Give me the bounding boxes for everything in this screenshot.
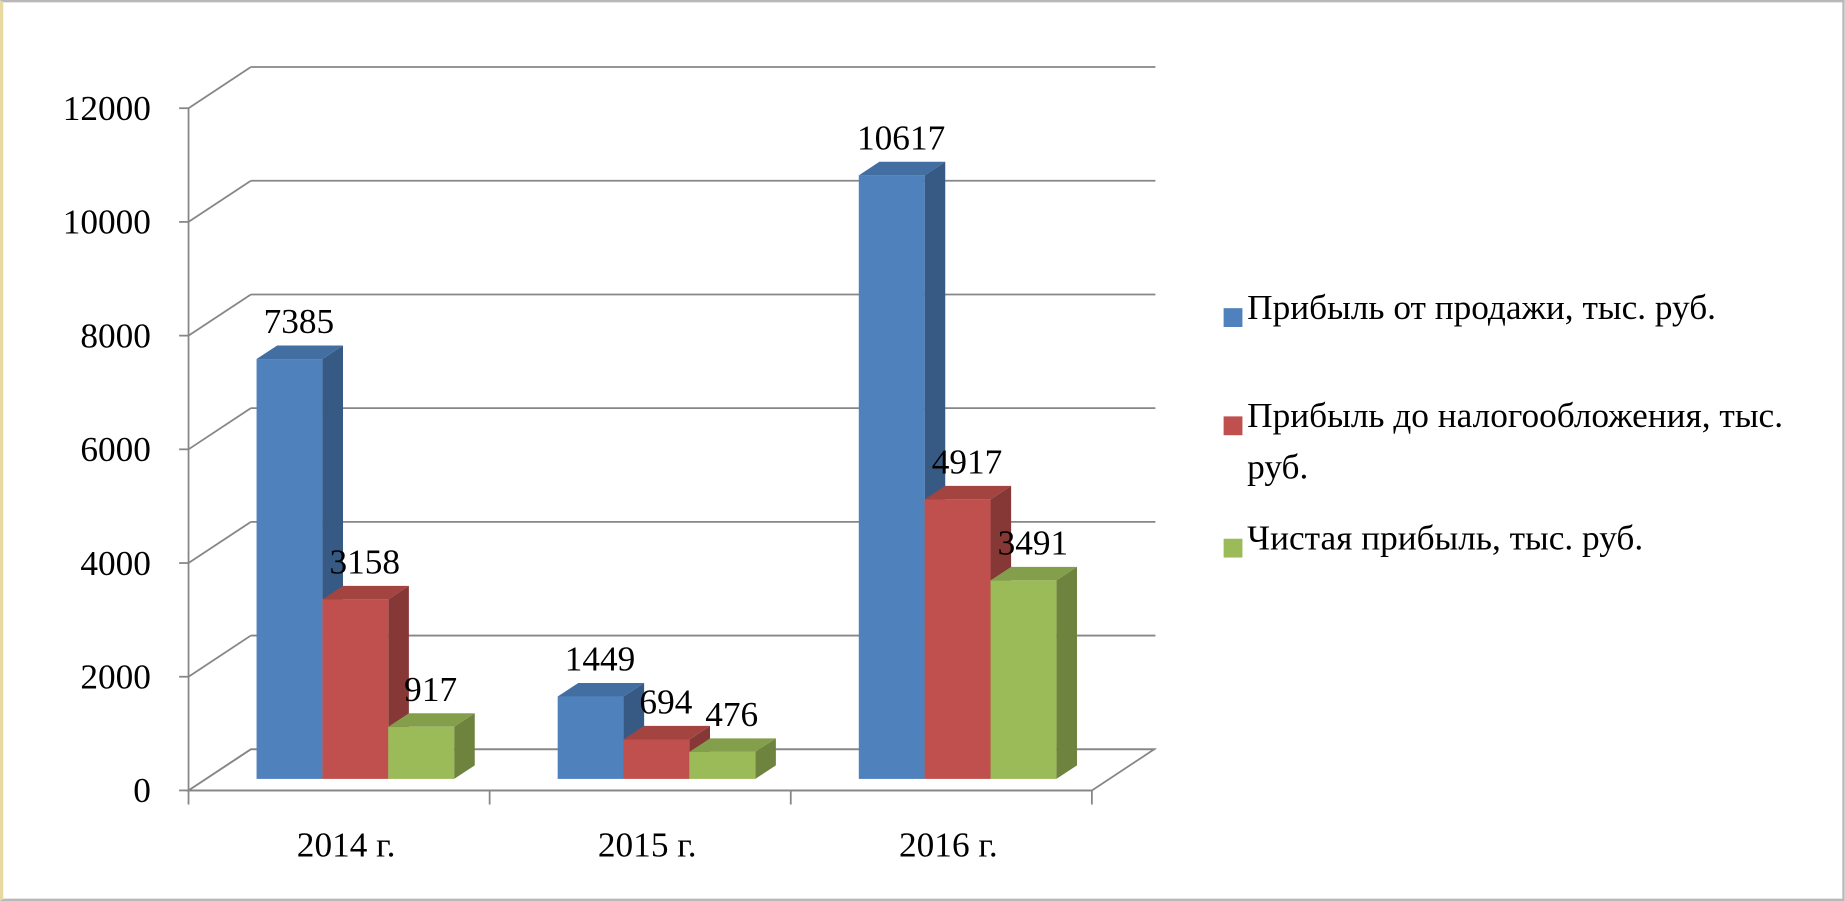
bar-top: [689, 738, 776, 752]
bar-front: [256, 359, 323, 779]
value-label: 3158: [330, 542, 401, 581]
value-label: 4917: [932, 442, 1003, 481]
value-label: 476: [705, 695, 758, 734]
bar-front: [388, 726, 455, 779]
bar: [990, 566, 1077, 779]
bar-front: [557, 696, 624, 779]
legend-entry: Прибыль до налогообложения, тыс. руб.: [1247, 396, 1784, 487]
value-label: 917: [404, 670, 457, 709]
grid-line-depth: [188, 293, 252, 337]
legend-swatch: [1223, 538, 1243, 558]
value-label: 3491: [998, 524, 1069, 563]
bar-top: [623, 725, 711, 740]
x-tick-label: 2015 г.: [598, 825, 697, 864]
bar-top: [924, 485, 1012, 500]
bar-top: [858, 161, 946, 176]
bar-top: [557, 683, 645, 697]
value-label: 1449: [565, 640, 636, 679]
legend-label: Прибыль от продажи, тыс. руб.: [1247, 288, 1717, 327]
grid-line-depth: [188, 180, 252, 223]
bar-top: [256, 345, 344, 360]
bar-front: [924, 499, 991, 779]
bar-side: [1056, 566, 1077, 779]
bar: [388, 713, 475, 779]
grid-line-depth: [188, 748, 252, 792]
y-tick-label: 6000: [80, 430, 151, 469]
legend-swatch: [1223, 308, 1243, 327]
x-tick-label: 2016 г.: [899, 825, 998, 864]
y-tick-label: 8000: [80, 316, 151, 355]
bar-top: [990, 566, 1077, 581]
y-tick-label: 10000: [63, 203, 151, 242]
legend-label: Прибыль до налогообложения, тыс. руб.: [1247, 396, 1784, 487]
grid-line-depth: [188, 66, 252, 109]
bar-front: [322, 599, 389, 779]
bar-front: [689, 751, 756, 779]
bar-side: [454, 713, 475, 779]
grid-line-depth: [188, 521, 252, 564]
bar-top: [322, 585, 409, 600]
y-tick-label: 2000: [80, 657, 151, 696]
bar-front: [990, 580, 1057, 779]
grid-line-depth: [188, 407, 252, 451]
bar-top: [388, 713, 475, 727]
legend-label: Чистая прибыль, тыс. руб.: [1247, 518, 1644, 558]
bar-side: [755, 738, 776, 779]
bar: [689, 738, 776, 779]
value-label: 7385: [264, 302, 335, 341]
bar-front: [623, 739, 690, 779]
value-label: 10617: [857, 118, 945, 157]
value-label: 694: [639, 683, 692, 722]
legend-entry: Чистая прибыль, тыс. руб.: [1247, 518, 1644, 558]
x-tick-label: 2014 г.: [297, 825, 396, 864]
legend-entry: Прибыль от продажи, тыс. руб.: [1247, 288, 1717, 327]
y-tick-label: 0: [133, 771, 151, 810]
y-tick-label: 12000: [63, 89, 151, 128]
bar-front: [858, 175, 925, 779]
grid-line-depth: [188, 634, 252, 678]
legend-swatch: [1223, 416, 1243, 436]
y-tick-label: 4000: [80, 544, 151, 583]
